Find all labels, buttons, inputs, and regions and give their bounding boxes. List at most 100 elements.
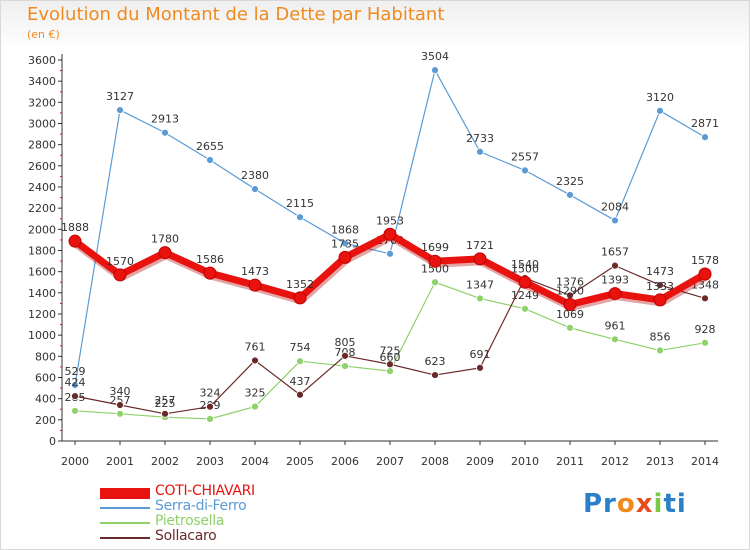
y-tick-label: 200 [35, 414, 56, 427]
x-tick-label: 2007 [376, 455, 404, 468]
data-point-serra-di-ferro [161, 128, 169, 137]
logo-letter: Pr [583, 489, 617, 519]
data-point-coti-chiavari [518, 275, 532, 289]
x-tick-label: 2004 [241, 455, 269, 468]
data-label: 928 [695, 323, 716, 336]
data-point-serra-di-ferro [521, 166, 529, 175]
data-label: 437 [290, 375, 311, 388]
data-point-serra-di-ferro [656, 106, 664, 115]
data-label: 340 [110, 385, 131, 398]
data-point-pietrosella [71, 406, 79, 415]
data-label: 754 [290, 341, 311, 354]
data-point-coti-chiavari [203, 266, 217, 280]
data-label: 2913 [151, 113, 179, 126]
data-label: 1780 [151, 233, 179, 246]
data-label: 2871 [691, 117, 719, 130]
data-point-sollacaro [611, 261, 619, 270]
data-point-coti-chiavari [653, 293, 667, 307]
data-point-serra-di-ferro [611, 216, 619, 225]
data-point-serra-di-ferro [206, 156, 214, 164]
y-tick-label: 400 [35, 393, 56, 406]
data-point-serra-di-ferro [341, 239, 349, 248]
data-point-sollacaro [71, 392, 79, 401]
data-point-coti-chiavari [608, 287, 622, 301]
data-label: 1570 [106, 255, 134, 268]
series-line-sollacaro [74, 265, 706, 415]
data-label: 660 [380, 351, 401, 364]
data-label: 1586 [196, 253, 224, 266]
data-label: 424 [65, 376, 86, 389]
legend-swatch [100, 522, 150, 524]
data-label: 1393 [601, 274, 629, 287]
data-label: 3504 [421, 50, 449, 63]
data-point-coti-chiavari [383, 227, 397, 241]
data-point-sollacaro [701, 294, 709, 303]
legend-swatch [100, 487, 150, 499]
data-label: 1500 [511, 262, 539, 275]
x-tick-label: 2003 [196, 455, 224, 468]
data-label: 961 [605, 319, 626, 332]
data-label: 1888 [61, 221, 89, 234]
data-label: 3127 [106, 90, 134, 103]
data-label: 1953 [376, 214, 404, 227]
y-tick-label: 1800 [28, 245, 56, 258]
data-point-coti-chiavari [158, 246, 172, 260]
data-point-serra-di-ferro [71, 381, 79, 389]
data-label: 1069 [556, 308, 584, 321]
proxiti-logo: Proxiti [583, 489, 687, 519]
data-point-sollacaro [476, 363, 484, 372]
data-point-pietrosella [206, 414, 214, 423]
x-tick-label: 2005 [286, 455, 314, 468]
logo-letter: o [616, 489, 636, 519]
data-point-pietrosella [656, 346, 664, 355]
data-label: 225 [155, 397, 176, 410]
data-label: 2733 [466, 132, 494, 145]
y-tick-label: 2200 [28, 202, 56, 215]
data-label: 1500 [421, 262, 449, 275]
data-point-coti-chiavari [248, 278, 262, 292]
chart-title: Evolution du Montant de la Dette par Hab… [27, 4, 445, 25]
data-label: 529 [65, 365, 86, 378]
data-label: 1540 [511, 258, 539, 271]
data-point-pietrosella [431, 278, 439, 287]
x-tick-label: 2010 [511, 455, 539, 468]
data-point-pietrosella [566, 323, 574, 332]
data-point-coti-chiavari [698, 267, 712, 281]
data-point-serra-di-ferro [431, 66, 439, 75]
data-label: 1578 [691, 254, 719, 267]
data-point-sollacaro [161, 409, 169, 418]
data-point-sollacaro [386, 360, 394, 369]
data-label: 257 [155, 394, 176, 407]
data-label: 1352 [286, 278, 314, 291]
data-point-sollacaro [341, 351, 349, 360]
y-tick-label: 1400 [28, 287, 56, 300]
data-point-serra-di-ferro [701, 133, 709, 142]
y-tick-label: 1600 [28, 266, 56, 279]
logo-letter: ti [663, 489, 687, 519]
data-point-pietrosella [701, 338, 709, 347]
x-tick-label: 2002 [151, 455, 179, 468]
data-label: 1333 [646, 280, 674, 293]
data-label: 1376 [556, 275, 584, 288]
data-label: 1735 [331, 237, 359, 250]
data-point-serra-di-ferro [476, 147, 484, 156]
data-point-sollacaro [656, 281, 664, 290]
legend-label: Sollacaro [155, 528, 217, 544]
data-label: 1473 [241, 265, 269, 278]
y-tick-label: 2000 [28, 223, 56, 236]
data-label: 325 [245, 387, 266, 400]
data-point-pietrosella [611, 335, 619, 344]
legend-label: Pietrosella [155, 513, 225, 529]
data-label: 324 [200, 387, 221, 400]
legend-label: COTI-CHIAVARI [155, 483, 255, 499]
data-point-sollacaro [116, 401, 124, 409]
data-label: 3120 [646, 91, 674, 104]
data-point-coti-chiavari [68, 234, 82, 248]
y-tick-label: 1000 [28, 329, 56, 342]
data-point-coti-chiavari [428, 254, 442, 268]
y-tick-label: 3000 [28, 118, 56, 131]
x-tick-label: 2008 [421, 455, 449, 468]
x-tick-label: 2000 [61, 455, 89, 468]
data-point-coti-chiavari [293, 291, 307, 305]
y-tick-label: 3600 [28, 54, 56, 67]
